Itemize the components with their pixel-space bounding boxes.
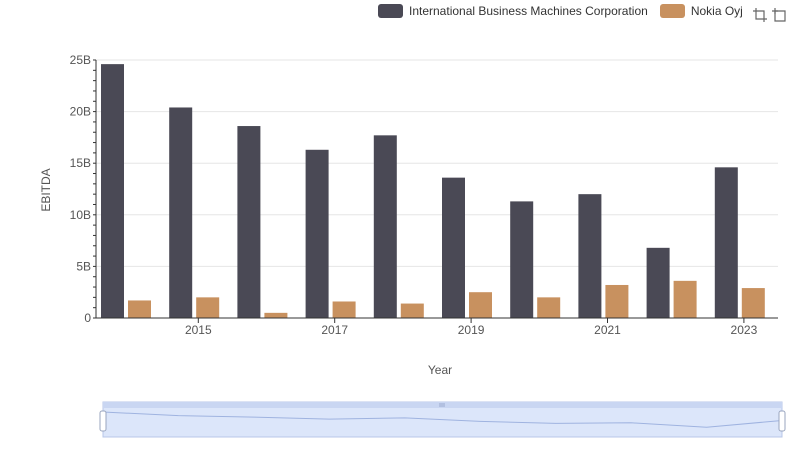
bar-nokia-2021[interactable] (605, 284, 629, 318)
zoom-overview-line (102, 411, 783, 428)
bar-ibm-2015[interactable] (169, 107, 193, 318)
legend-label-ibm: International Business Machines Corporat… (409, 4, 648, 18)
grid-lines (96, 59, 778, 267)
bar-ibm-2016[interactable] (237, 126, 261, 318)
y-tick-label: 5B (76, 259, 91, 273)
zoom-handle-left[interactable] (99, 410, 107, 432)
bar-nokia-2020[interactable] (537, 297, 561, 318)
zoom-top-bar (103, 402, 782, 408)
bar-nokia-2023[interactable] (741, 288, 765, 318)
y-tick-label: 0 (84, 311, 91, 325)
bar-ibm-2021[interactable] (578, 194, 602, 318)
legend-item-ibm[interactable]: International Business Machines Corporat… (378, 4, 648, 18)
y-tick-label: 10B (70, 208, 91, 222)
y-tick-label: 20B (70, 105, 91, 119)
legend-swatch-ibm (378, 4, 403, 18)
bar-ibm-2018[interactable] (373, 135, 397, 318)
zoom-select-icon[interactable] (752, 7, 768, 23)
y-tick-label: 25B (70, 53, 91, 67)
legend: International Business Machines Corporat… (378, 4, 755, 18)
zoom-reset-icon[interactable] (772, 7, 788, 23)
bar-nokia-2016[interactable] (264, 312, 288, 318)
bar-nokia-2022[interactable] (673, 280, 697, 318)
bars (101, 64, 765, 319)
legend-swatch-nokia (659, 4, 685, 18)
x-tick-label: 2021 (594, 323, 621, 337)
zoom-handle-right[interactable] (778, 410, 786, 432)
zoom-slider[interactable] (99, 401, 786, 438)
bar-ibm-2023[interactable] (714, 167, 738, 318)
x-tick-label: 2015 (185, 323, 212, 337)
x-tick-label: 2023 (731, 323, 758, 337)
x-tick-label: 2017 (321, 323, 348, 337)
bar-nokia-2019[interactable] (469, 292, 492, 318)
bar-ibm-2022[interactable] (646, 247, 670, 318)
y-axis-title: EBITDA (39, 168, 53, 211)
y-tick-label: 15B (70, 156, 91, 170)
bar-ibm-2017[interactable] (305, 149, 329, 318)
legend-label-nokia: Nokia Oyj (690, 4, 743, 18)
bar-nokia-2015[interactable] (196, 297, 220, 318)
bar-nokia-2017[interactable] (332, 301, 356, 318)
bar-ibm-2019[interactable] (442, 177, 465, 318)
axes: 0 5B 10B 15B 20B 25B 2015 2017 2019 2021 2023 (70, 53, 778, 337)
x-tick-label: 2019 (458, 323, 485, 337)
bar-ibm-2014[interactable] (101, 64, 124, 319)
x-axis-title: Year (428, 363, 452, 377)
bar-nokia-2014[interactable] (128, 300, 151, 318)
bar-ibm-2020[interactable] (510, 201, 534, 318)
bar-nokia-2018[interactable] (400, 303, 424, 318)
legend-item-nokia[interactable]: Nokia Oyj (659, 4, 743, 18)
chart-toolbar (748, 7, 788, 23)
